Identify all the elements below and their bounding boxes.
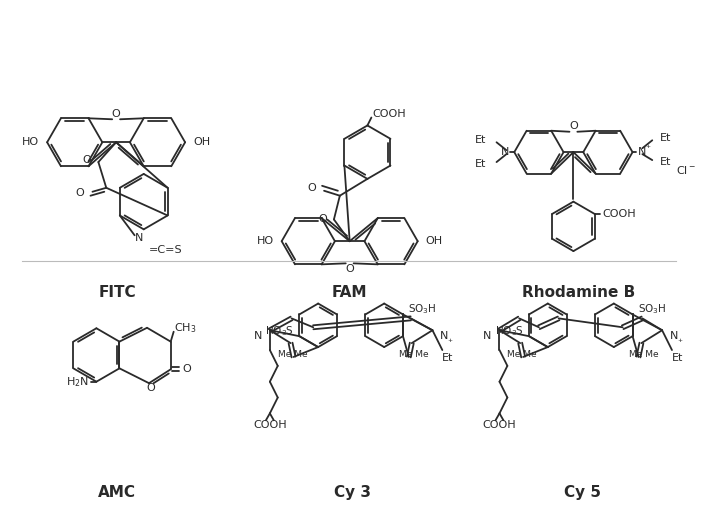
Text: Et: Et (660, 133, 671, 143)
Text: Cl$^-$: Cl$^-$ (676, 164, 696, 176)
Text: $^+$: $^+$ (645, 144, 652, 153)
Text: OH: OH (193, 137, 210, 147)
Text: COOH: COOH (253, 420, 287, 430)
Text: COOH: COOH (373, 108, 406, 119)
Text: O: O (569, 121, 578, 131)
Text: $^+$: $^+$ (446, 338, 454, 346)
Text: $^+$: $^+$ (676, 338, 683, 346)
Text: N: N (440, 331, 449, 341)
Text: N: N (254, 331, 262, 341)
Text: =C=S: =C=S (148, 245, 182, 255)
Text: HO: HO (257, 236, 273, 246)
Text: Et: Et (660, 157, 671, 167)
Text: Et: Et (672, 353, 683, 363)
Text: HO$_3$S: HO$_3$S (266, 325, 295, 338)
Text: FAM: FAM (332, 285, 368, 300)
Text: AMC: AMC (98, 485, 136, 500)
Text: O: O (345, 264, 354, 274)
Text: Et: Et (442, 353, 453, 363)
Text: FITC: FITC (98, 285, 136, 300)
Text: SO$_3$H: SO$_3$H (408, 303, 437, 316)
Text: COOH: COOH (483, 420, 516, 430)
Text: N: N (483, 331, 491, 341)
Text: CH$_3$: CH$_3$ (174, 321, 196, 334)
Text: Cy 5: Cy 5 (564, 485, 601, 500)
Text: N: N (638, 147, 646, 157)
Text: O: O (147, 383, 155, 393)
Text: Cy 3: Cy 3 (334, 485, 371, 500)
Text: HO: HO (22, 137, 39, 147)
Text: Et: Et (475, 159, 486, 169)
Text: COOH: COOH (602, 209, 636, 219)
Text: Me Me: Me Me (399, 351, 429, 359)
Text: OH: OH (425, 236, 443, 246)
Text: Rhodamine B: Rhodamine B (522, 285, 635, 300)
Text: Et: Et (475, 135, 486, 145)
Text: H$_2$N: H$_2$N (65, 375, 89, 389)
Text: N: N (134, 233, 143, 243)
Text: SO$_3$H: SO$_3$H (638, 303, 666, 316)
Text: HO$_3$S: HO$_3$S (495, 325, 524, 338)
Text: Me Me: Me Me (508, 351, 537, 359)
Text: Me Me: Me Me (628, 351, 658, 359)
Text: N: N (501, 147, 510, 157)
Text: O: O (76, 188, 84, 198)
Text: O: O (183, 364, 191, 374)
Text: O: O (307, 183, 316, 193)
Text: N: N (670, 331, 678, 341)
Text: O: O (83, 155, 91, 165)
Text: O: O (318, 215, 327, 225)
Text: Me Me: Me Me (278, 351, 307, 359)
Text: O: O (112, 109, 120, 119)
